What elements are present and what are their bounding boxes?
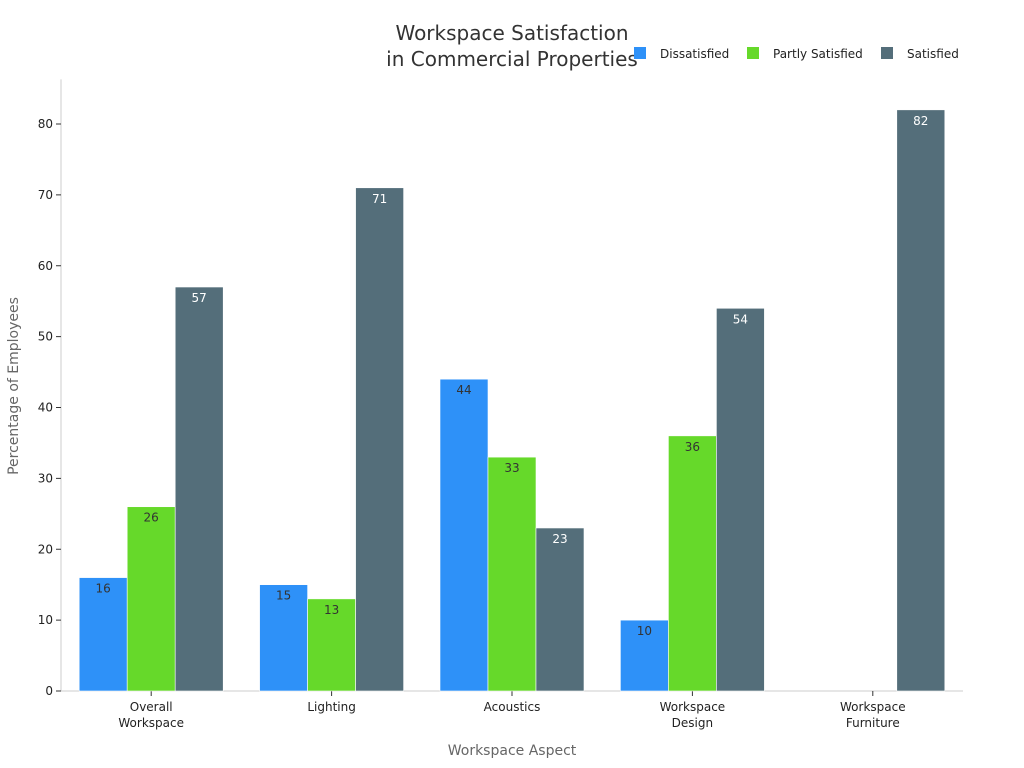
bar-satisfied xyxy=(535,527,585,692)
y-tick-label: 0 xyxy=(45,684,53,698)
bar-partly-satisfied xyxy=(668,435,717,692)
y-tick-label: 40 xyxy=(38,401,53,415)
chart-title-line: in Commercial Properties xyxy=(386,47,638,71)
data-label: 23 xyxy=(552,532,567,546)
chart-title-line: Workspace Satisfaction xyxy=(395,21,628,45)
legend-label: Partly Satisfied xyxy=(773,47,863,61)
y-tick-label: 50 xyxy=(38,330,53,344)
x-tick-label: Furniture xyxy=(846,716,900,730)
data-label: 26 xyxy=(144,511,159,525)
x-tick-label: Acoustics xyxy=(484,700,541,714)
legend-label: Satisfied xyxy=(907,47,959,61)
data-label: 10 xyxy=(637,624,652,638)
data-label: 44 xyxy=(456,383,471,397)
y-axis-title: Percentage of Employees xyxy=(6,297,22,475)
bar-dissatisfied xyxy=(439,378,489,692)
bar-satisfied xyxy=(174,286,224,692)
data-label: 82 xyxy=(913,114,928,128)
bar-dissatisfied xyxy=(78,577,128,692)
data-label: 33 xyxy=(504,461,519,475)
bar-satisfied xyxy=(716,307,765,692)
x-tick-label: Workspace xyxy=(840,700,906,714)
data-label: 57 xyxy=(192,291,207,305)
bar-partly-satisfied xyxy=(487,456,537,692)
bar-partly-satisfied xyxy=(126,506,176,692)
x-tick-label: Overall xyxy=(130,700,173,714)
legend-swatch xyxy=(881,47,893,59)
legend-swatch xyxy=(634,47,646,59)
bar-satisfied xyxy=(896,109,946,692)
y-tick-label: 10 xyxy=(38,613,53,627)
bar-satisfied xyxy=(355,187,404,692)
y-tick-label: 80 xyxy=(38,117,53,131)
legend-label: Dissatisfied xyxy=(660,47,729,61)
data-label: 16 xyxy=(96,582,111,596)
data-label: 36 xyxy=(685,440,700,454)
legend-swatch xyxy=(747,47,759,59)
y-tick-label: 70 xyxy=(38,188,53,202)
y-tick-label: 20 xyxy=(38,542,53,556)
x-tick-label: Design xyxy=(672,716,713,730)
data-label: 54 xyxy=(733,312,748,326)
bar-dissatisfied xyxy=(259,584,308,692)
x-axis-title: Workspace Aspect xyxy=(448,743,577,759)
y-tick-label: 30 xyxy=(38,471,53,485)
data-label: 15 xyxy=(276,589,291,603)
data-label: 13 xyxy=(324,603,339,617)
bar-partly-satisfied xyxy=(307,598,356,692)
bar-dissatisfied xyxy=(620,619,669,692)
x-tick-label: Workspace xyxy=(118,716,184,730)
x-tick-label: Lighting xyxy=(307,700,356,714)
x-tick-label: Workspace xyxy=(660,700,726,714)
y-tick-label: 60 xyxy=(38,259,53,273)
data-label: 71 xyxy=(372,192,387,206)
